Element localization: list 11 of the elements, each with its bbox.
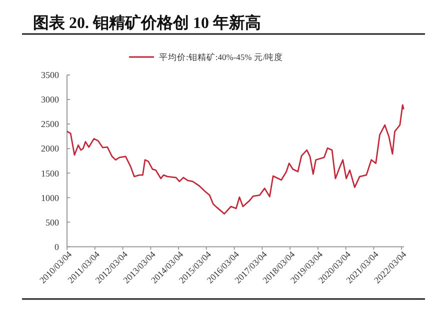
y-tick-label: 0 <box>54 242 60 252</box>
y-tick-label: 2500 <box>41 119 60 130</box>
y-tick-label: 3500 <box>41 70 60 80</box>
y-tick-label: 500 <box>46 217 60 228</box>
y-tick-label: 1000 <box>41 192 60 203</box>
line-series <box>66 104 404 215</box>
y-tick-label: 2000 <box>41 144 60 154</box>
y-tick-label: 1500 <box>41 168 60 178</box>
y-tick-label: 3000 <box>41 94 60 105</box>
chart-title: 图表 20. 钼精矿价格创 10 年新高 <box>33 13 261 32</box>
legend-label: 平均价:钼精矿:40%-45% 元/吨度 <box>159 52 284 62</box>
